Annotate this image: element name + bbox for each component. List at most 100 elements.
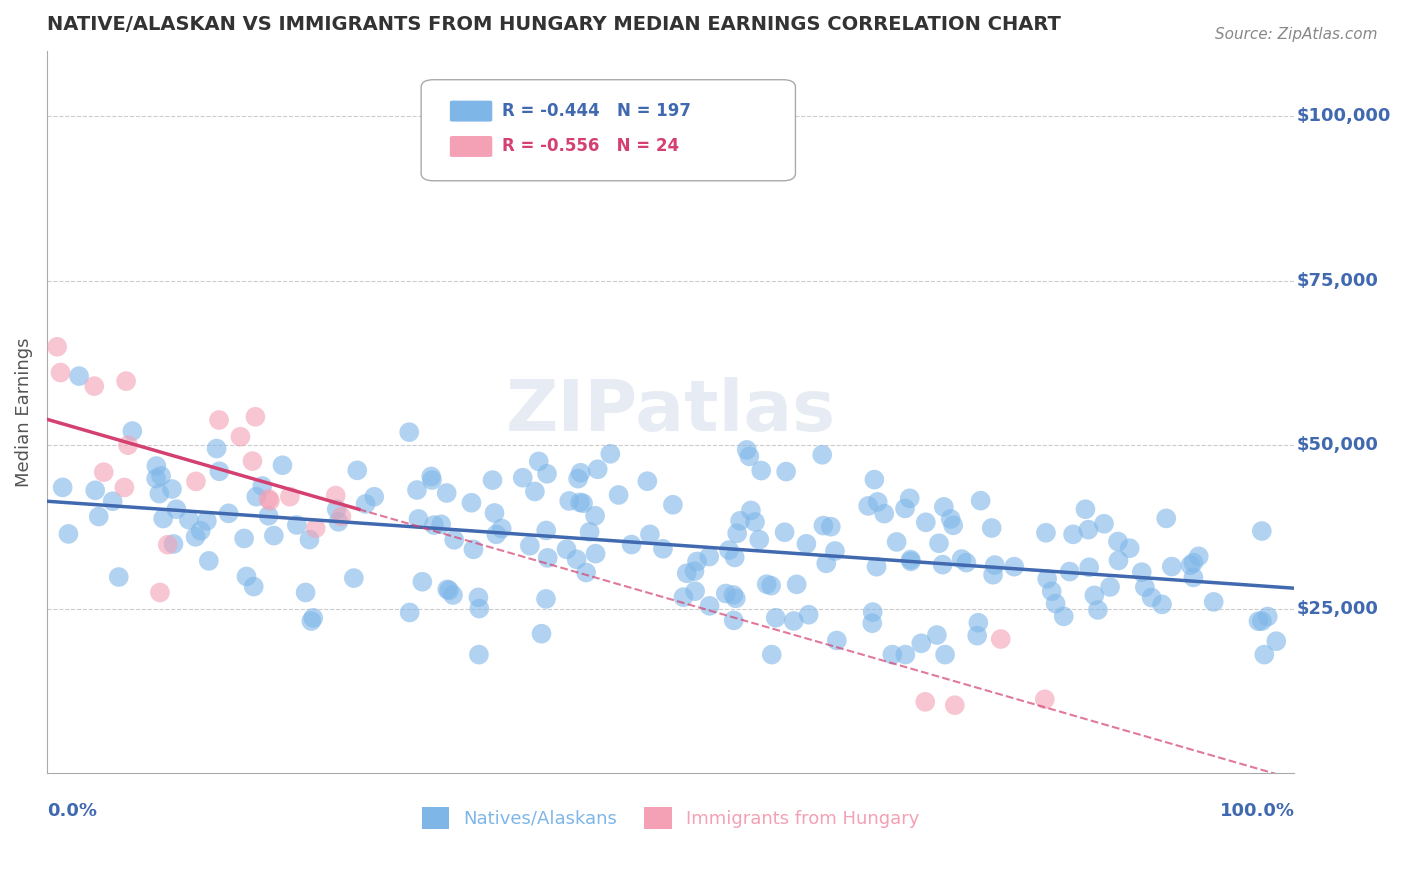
Natives/Alaskans xyxy=(58,527,80,541)
Text: NATIVE/ALASKAN VS IMMIGRANTS FROM HUNGARY MEDIAN EARNINGS CORRELATION CHART: NATIVE/ALASKAN VS IMMIGRANTS FROM HUNGAR… xyxy=(46,15,1060,34)
Natives/Alaskans xyxy=(572,496,595,510)
Natives/Alaskans xyxy=(718,543,741,558)
Immigrants from Hungary xyxy=(184,475,207,489)
Natives/Alaskans xyxy=(558,494,581,508)
Natives/Alaskans xyxy=(984,558,1007,572)
Natives/Alaskans xyxy=(148,486,170,500)
Natives/Alaskans xyxy=(725,526,748,541)
Natives/Alaskans xyxy=(1182,556,1205,570)
Natives/Alaskans xyxy=(980,521,1002,535)
Natives/Alaskans xyxy=(928,536,950,550)
Natives/Alaskans xyxy=(408,512,430,526)
Natives/Alaskans xyxy=(1053,609,1076,624)
Natives/Alaskans xyxy=(1078,560,1101,574)
Natives/Alaskans xyxy=(967,615,990,630)
Natives/Alaskans xyxy=(121,424,143,438)
Natives/Alaskans xyxy=(443,533,465,547)
Natives/Alaskans xyxy=(728,514,751,528)
Natives/Alaskans xyxy=(672,590,695,604)
Natives/Alaskans xyxy=(925,628,948,642)
Natives/Alaskans xyxy=(1140,591,1163,605)
Natives/Alaskans xyxy=(468,601,491,615)
Natives/Alaskans xyxy=(420,473,443,487)
Legend: Natives/Alaskans, Immigrants from Hungary: Natives/Alaskans, Immigrants from Hungar… xyxy=(415,799,927,836)
Natives/Alaskans xyxy=(411,574,433,589)
Natives/Alaskans xyxy=(583,508,606,523)
Natives/Alaskans xyxy=(578,524,600,539)
Natives/Alaskans xyxy=(263,528,285,542)
Natives/Alaskans xyxy=(898,491,921,506)
Natives/Alaskans xyxy=(1247,614,1270,628)
Natives/Alaskans xyxy=(346,463,368,477)
Immigrants from Hungary xyxy=(278,490,301,504)
Natives/Alaskans xyxy=(866,495,889,509)
Natives/Alaskans xyxy=(683,564,706,578)
Text: 100.0%: 100.0% xyxy=(1219,802,1295,820)
Immigrants from Hungary xyxy=(229,430,252,444)
Natives/Alaskans xyxy=(1083,588,1105,602)
Natives/Alaskans xyxy=(165,502,187,516)
Natives/Alaskans xyxy=(481,473,503,487)
Immigrants from Hungary xyxy=(112,480,135,494)
Y-axis label: Median Earnings: Median Earnings xyxy=(15,337,32,486)
Natives/Alaskans xyxy=(894,648,917,662)
Natives/Alaskans xyxy=(565,552,588,566)
Natives/Alaskans xyxy=(162,537,184,551)
Immigrants from Hungary xyxy=(990,632,1012,646)
Natives/Alaskans xyxy=(271,458,294,473)
Natives/Alaskans xyxy=(363,490,385,504)
Natives/Alaskans xyxy=(1035,525,1057,540)
Immigrants from Hungary xyxy=(117,438,139,452)
Natives/Alaskans xyxy=(87,509,110,524)
FancyBboxPatch shape xyxy=(450,136,492,157)
Natives/Alaskans xyxy=(343,571,366,585)
Natives/Alaskans xyxy=(1253,648,1275,662)
Text: R = -0.444   N = 197: R = -0.444 N = 197 xyxy=(502,102,692,120)
Natives/Alaskans xyxy=(177,513,200,527)
Natives/Alaskans xyxy=(1074,502,1097,516)
Text: ZIPatlas: ZIPatlas xyxy=(506,377,835,446)
Natives/Alaskans xyxy=(724,550,747,565)
Natives/Alaskans xyxy=(934,648,956,662)
Natives/Alaskans xyxy=(724,591,747,606)
Natives/Alaskans xyxy=(981,567,1004,582)
Natives/Alaskans xyxy=(406,483,429,497)
Natives/Alaskans xyxy=(683,584,706,599)
Natives/Alaskans xyxy=(723,613,745,627)
Immigrants from Hungary xyxy=(93,465,115,479)
Natives/Alaskans xyxy=(761,648,783,662)
Natives/Alaskans xyxy=(245,490,267,504)
Text: $25,000: $25,000 xyxy=(1296,599,1379,617)
Natives/Alaskans xyxy=(620,537,643,551)
Natives/Alaskans xyxy=(436,486,458,500)
Natives/Alaskans xyxy=(748,533,770,547)
Natives/Alaskans xyxy=(894,501,917,516)
FancyBboxPatch shape xyxy=(422,79,796,181)
Natives/Alaskans xyxy=(786,577,808,591)
Natives/Alaskans xyxy=(886,535,908,549)
Natives/Alaskans xyxy=(815,557,838,571)
Natives/Alaskans xyxy=(942,518,965,533)
Natives/Alaskans xyxy=(599,447,621,461)
Natives/Alaskans xyxy=(900,552,922,566)
Natives/Alaskans xyxy=(190,524,212,538)
Natives/Alaskans xyxy=(1092,516,1115,531)
FancyBboxPatch shape xyxy=(450,101,492,121)
Immigrants from Hungary xyxy=(245,409,267,424)
Natives/Alaskans xyxy=(932,500,955,514)
Natives/Alaskans xyxy=(1160,559,1182,574)
Immigrants from Hungary xyxy=(943,698,966,713)
Natives/Alaskans xyxy=(530,626,553,640)
Text: R = -0.556   N = 24: R = -0.556 N = 24 xyxy=(502,137,679,155)
Natives/Alaskans xyxy=(950,552,973,566)
Natives/Alaskans xyxy=(534,524,557,538)
Natives/Alaskans xyxy=(328,515,350,529)
Natives/Alaskans xyxy=(145,471,167,485)
Natives/Alaskans xyxy=(512,471,534,485)
Immigrants from Hungary xyxy=(46,340,69,354)
Natives/Alaskans xyxy=(491,522,513,536)
Natives/Alaskans xyxy=(1107,534,1129,549)
Natives/Alaskans xyxy=(1250,524,1272,538)
Natives/Alaskans xyxy=(302,611,325,625)
Natives/Alaskans xyxy=(652,541,675,556)
